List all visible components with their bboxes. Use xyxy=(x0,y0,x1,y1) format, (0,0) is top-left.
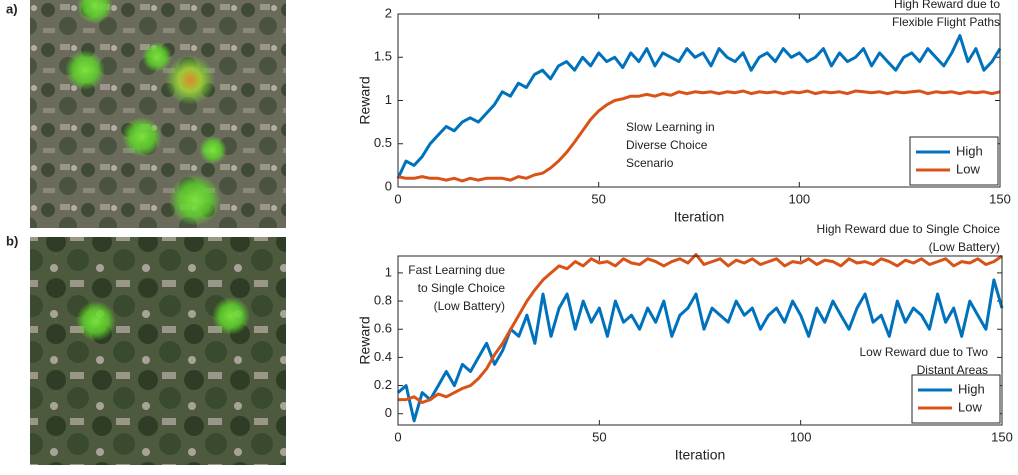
x-axis-label: Iteration xyxy=(675,447,726,463)
plot-area xyxy=(398,256,1002,425)
annotation: Scenario xyxy=(626,156,674,170)
x-tick-label: 0 xyxy=(394,429,401,444)
x-axis-label: Iteration xyxy=(674,209,725,225)
annotation: Diverse Choice xyxy=(626,138,708,152)
x-tick-label: 150 xyxy=(991,429,1013,444)
series-line xyxy=(396,34,1002,179)
y-tick-label: 0 xyxy=(385,405,392,420)
y-tick-label: 1 xyxy=(385,92,392,107)
satellite-image-b xyxy=(30,237,286,465)
annotation: Distant Areas xyxy=(917,363,988,377)
y-tick-label: 0.4 xyxy=(374,349,392,364)
panel-label: b) xyxy=(6,233,18,248)
y-tick-label: 0.6 xyxy=(374,321,392,336)
x-tick-label: 150 xyxy=(989,191,1011,206)
annotation: to Single Choice xyxy=(418,281,506,295)
x-tick-label: 0 xyxy=(394,191,401,206)
y-tick-label: 1.5 xyxy=(374,49,392,64)
y-tick-label: 0 xyxy=(385,178,392,193)
legend-label: Low xyxy=(956,161,980,176)
legend-label: Low xyxy=(958,399,982,414)
plot-frame xyxy=(397,255,1003,426)
annotation: High Reward due to xyxy=(894,0,1000,11)
satellite-image-a xyxy=(30,0,286,228)
annotation: Slow Learning in xyxy=(626,120,715,134)
y-axis-label: Reward xyxy=(357,76,373,124)
legend-box xyxy=(909,136,999,186)
annotation: Flexible Flight Paths xyxy=(892,15,1000,29)
plot-frame xyxy=(397,13,1001,188)
legend-box xyxy=(911,374,1001,424)
y-tick-label: 0.5 xyxy=(374,135,392,150)
y-tick-label: 0.2 xyxy=(374,377,392,392)
annotation: High Reward due to Single Choice xyxy=(817,222,1001,236)
y-tick-label: 2 xyxy=(385,5,392,20)
series-line xyxy=(398,253,1003,404)
y-tick-label: 0.8 xyxy=(374,293,392,308)
annotation: Low Reward due to Two xyxy=(859,345,988,359)
x-tick-label: 50 xyxy=(592,429,606,444)
annotation: (Low Battery) xyxy=(929,240,1000,254)
x-tick-label: 100 xyxy=(790,429,812,444)
legend-label: High xyxy=(958,381,985,396)
y-tick-label: 1 xyxy=(385,264,392,279)
x-tick-label: 50 xyxy=(591,191,605,206)
annotation: Fast Learning due xyxy=(408,263,505,277)
panel-label: a) xyxy=(6,1,18,16)
y-axis-label: Reward xyxy=(357,316,373,364)
annotation: (Low Battery) xyxy=(434,299,505,313)
x-tick-label: 100 xyxy=(788,191,810,206)
legend-label: High xyxy=(956,143,983,158)
series-line xyxy=(397,278,1004,423)
series-line xyxy=(397,89,1001,183)
